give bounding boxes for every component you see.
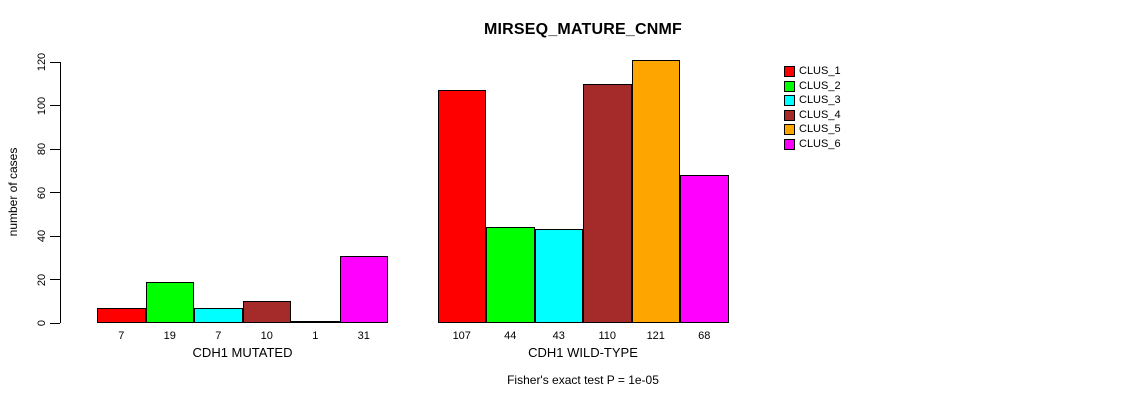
bar-value-label: 19 <box>163 330 176 342</box>
legend-swatch-clus_3 <box>784 95 795 106</box>
y-tick-label: 120 <box>36 52 48 72</box>
x-group-label: CDH1 WILD-TYPE <box>528 345 638 360</box>
bar-clus_5-1 <box>291 320 340 323</box>
y-tick <box>50 279 60 280</box>
bar-clus_6-1 <box>339 255 388 323</box>
legend-swatch-clus_1 <box>784 66 795 77</box>
bar-value-label: 107 <box>452 330 471 342</box>
bar-value-label: 1 <box>312 330 319 342</box>
bar-clus_3-2 <box>534 229 583 323</box>
bar-clus_2-1 <box>145 281 194 323</box>
x-group-label: CDH1 MUTATED <box>192 345 293 360</box>
legend-swatch-clus_2 <box>784 80 795 92</box>
legend-swatch-clus_6 <box>784 138 795 150</box>
bar-value-label: 7 <box>118 330 125 342</box>
bar-value-label: 68 <box>698 330 711 342</box>
y-tick-label: 20 <box>36 273 48 286</box>
bar-value-label: 31 <box>357 330 370 342</box>
y-tick <box>50 105 60 106</box>
bar-clus_3-1 <box>194 307 243 323</box>
bar-clus_4-2 <box>583 83 632 323</box>
y-tick <box>50 148 60 150</box>
y-axis-line <box>60 62 61 323</box>
bar-value-label: 10 <box>260 330 273 342</box>
bar-clus_1-2 <box>437 90 486 323</box>
y-axis-label: number of cases <box>6 147 20 237</box>
y-tick <box>50 192 60 193</box>
y-tick-label: 80 <box>36 142 48 156</box>
bar-clus_4-1 <box>242 301 291 323</box>
legend-label: CLUS_4 <box>799 108 841 121</box>
bar-value-label: 43 <box>552 330 565 342</box>
legend-swatch-clus_4 <box>784 109 795 121</box>
legend-label: CLUS_1 <box>799 65 841 77</box>
bar-clus_6-2 <box>680 175 729 323</box>
chart-title: MIRSEQ_MATURE_CNMF <box>484 21 682 38</box>
bar-clus_5-2 <box>631 59 680 323</box>
legend-swatch-clus_5 <box>784 124 795 135</box>
y-tick <box>50 235 60 237</box>
legend-label: CLUS_5 <box>799 123 841 135</box>
y-tick <box>50 61 60 63</box>
bar-value-label: 7 <box>215 330 222 342</box>
y-tick-label: 100 <box>36 96 48 115</box>
y-tick <box>50 322 60 324</box>
legend-label: CLUS_3 <box>799 94 841 106</box>
bar-value-label: 121 <box>646 330 665 342</box>
bar-value-label: 110 <box>598 330 617 342</box>
legend-label: CLUS_6 <box>799 137 841 150</box>
bar-clus_1-1 <box>97 307 146 323</box>
y-tick-label: 60 <box>36 186 48 199</box>
annotation-text: Fisher's exact test P = 1e-05 <box>507 373 659 387</box>
bar-clus_2-2 <box>486 227 535 323</box>
y-tick-label: 0 <box>36 319 48 327</box>
y-tick-label: 40 <box>36 229 48 243</box>
bar-value-label: 44 <box>504 330 517 342</box>
legend-label: CLUS_2 <box>799 79 841 92</box>
